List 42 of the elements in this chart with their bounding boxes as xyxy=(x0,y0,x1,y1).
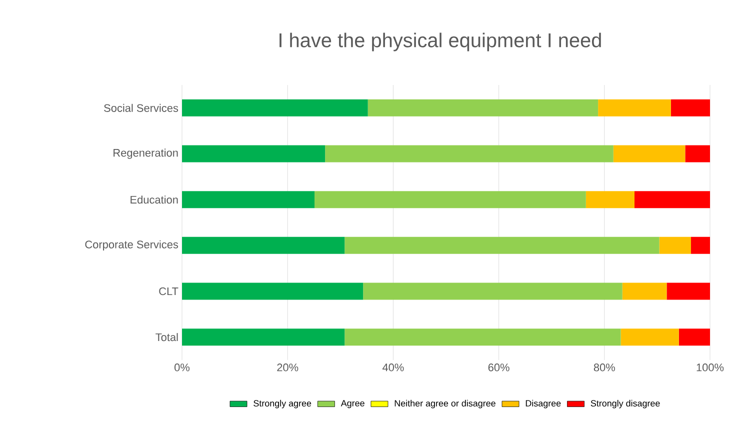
bar xyxy=(344,236,660,254)
bar xyxy=(598,99,671,116)
y-tick-label: Social Services xyxy=(104,104,178,112)
bar xyxy=(344,328,621,346)
legend-label: Disagree xyxy=(526,400,561,408)
x-tick-label: 20% xyxy=(277,364,298,372)
bar xyxy=(622,282,667,300)
bar xyxy=(182,282,364,300)
y-tick-label: Total xyxy=(156,333,178,342)
legend-label: Strongly disagree xyxy=(590,400,660,408)
x-tick-label: 40% xyxy=(382,364,404,372)
x-tick-label: 0% xyxy=(174,364,190,372)
bar xyxy=(685,145,710,162)
bar xyxy=(634,191,710,208)
bar xyxy=(182,328,345,346)
legend-label: Strongly agree xyxy=(254,400,312,408)
bar xyxy=(363,282,622,300)
bar xyxy=(182,99,368,116)
bar xyxy=(678,328,710,346)
y-tick-label: Corporate Services xyxy=(85,240,178,251)
legend-label: Neither agree or disagree xyxy=(394,400,496,408)
y-tick-label: Education xyxy=(130,196,178,204)
y-tick-label: Regeneration xyxy=(114,148,178,159)
bar xyxy=(670,99,710,116)
bar xyxy=(666,282,710,300)
bar xyxy=(314,191,586,208)
legend-label: Agree xyxy=(340,400,364,408)
bar xyxy=(325,145,614,162)
bar xyxy=(691,236,710,254)
bar xyxy=(182,145,326,162)
bar xyxy=(368,99,598,116)
x-tick-label: 100% xyxy=(696,364,724,372)
bar xyxy=(182,191,315,208)
bar xyxy=(586,191,634,208)
chart-title: I have the physical equipment I need xyxy=(280,32,601,52)
x-tick-label: 60% xyxy=(488,364,510,372)
bar xyxy=(613,145,686,162)
bar xyxy=(182,236,345,254)
bar xyxy=(620,328,679,346)
x-tick-label: 80% xyxy=(594,364,615,372)
bar xyxy=(659,236,691,254)
y-tick-label: CLT xyxy=(159,287,178,296)
